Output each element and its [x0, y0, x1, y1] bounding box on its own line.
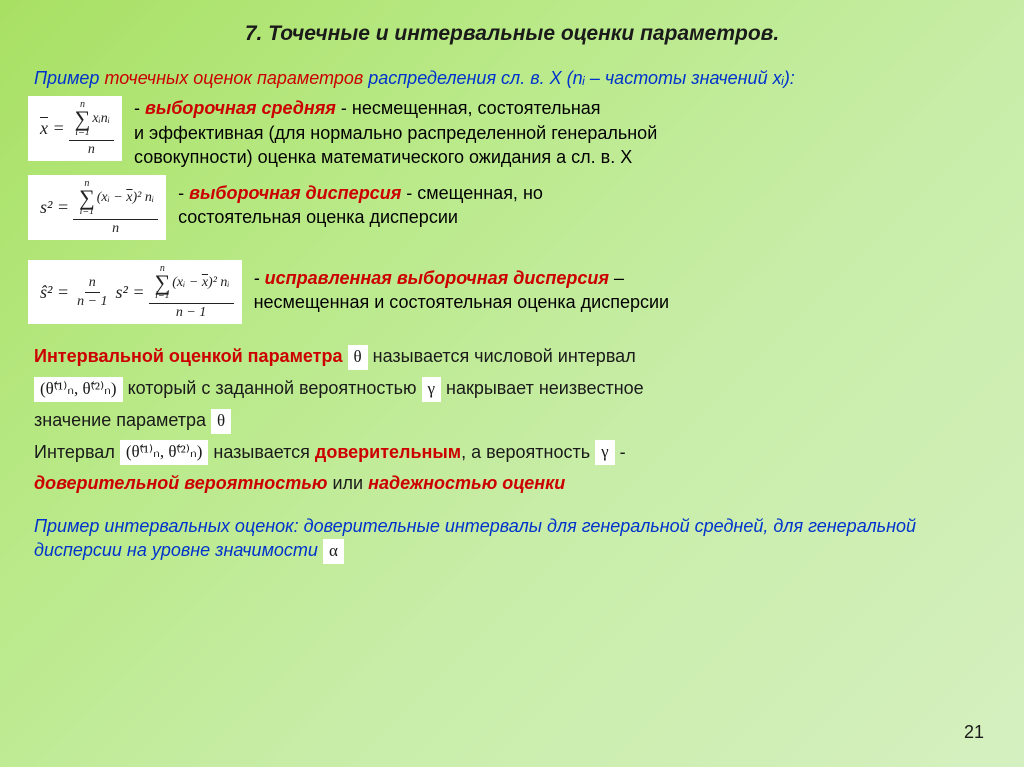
example-text: Пример интервальных оценок: доверительны… [34, 516, 916, 560]
interval-pair-1: (θ̃⁽¹⁾ₙ, θ̃⁽²⁾ₙ) [34, 377, 123, 402]
interval-pre: Интервал [34, 442, 120, 462]
interval-mid4: называется [208, 442, 315, 462]
var-after: - смещенная, но [401, 183, 543, 203]
corr-dash: - [254, 268, 265, 288]
or-word: или [327, 473, 368, 493]
block-corrected: ŝ² = n n − 1 s² = n∑i=1 (xᵢ − x)² nᵢ n −… [34, 260, 990, 325]
slide-title: 7. Точечные и интервальные оценки параме… [34, 22, 990, 46]
interval-p1: Интервальной оценкой параметра θ называе… [34, 344, 990, 370]
alpha-symbol: α [323, 539, 344, 564]
mean-line3: совокупности) оценка математического ожи… [134, 145, 657, 169]
mean-after: - несмещенная, состоятельная [336, 98, 601, 118]
interval-end: накрывает неизвестное [441, 378, 644, 398]
block-variance: s² = n∑i=1 (xᵢ − x)² nᵢ n - выборочная д… [34, 175, 990, 240]
formula-mean: x = n∑i=1 xᵢnᵢ n [28, 96, 122, 161]
block-mean: x = n∑i=1 xᵢnᵢ n - выборочная средняя - … [34, 96, 990, 169]
corr-term: исправленная выборочная дисперсия [265, 268, 609, 288]
corr-line2: несмещенная и состоятельная оценка диспе… [254, 290, 670, 314]
mean-text: - выборочная средняя - несмещенная, сост… [134, 96, 657, 169]
interval-after-theta: называется числовой интервал [373, 346, 636, 366]
page-number: 21 [964, 722, 984, 743]
interval-pair-2: (θ̃⁽¹⁾ₙ, θ̃⁽²⁾ₙ) [120, 440, 209, 465]
var-line2: состоятельная оценка дисперсии [178, 205, 543, 229]
interval-p4: Интервал (θ̃⁽¹⁾ₙ, θ̃⁽²⁾ₙ) называется дов… [34, 440, 990, 466]
interval-mid: который с заданной вероятностью [123, 378, 422, 398]
var-dash: - [178, 183, 189, 203]
reliability: надежностью оценки [368, 473, 565, 493]
var-term: выборочная дисперсия [189, 183, 401, 203]
conf-prob: доверительной вероятностью [34, 473, 327, 493]
theta-symbol-2: θ [211, 409, 231, 434]
interval-post: , а вероятность [461, 442, 595, 462]
intro-paragraph: Пример точечных оценок параметров распре… [34, 66, 990, 90]
mean-dash: - [134, 98, 145, 118]
interval-line3: значение параметра [34, 410, 211, 430]
intro-prefix: Пример [34, 68, 104, 88]
theta-symbol: θ [348, 345, 368, 370]
gamma-symbol-2: γ [595, 440, 615, 465]
corr-after: – [609, 268, 624, 288]
corrected-text: - исправленная выборочная дисперсия – не… [254, 260, 670, 315]
intro-suffix: распределения сл. в. X (nᵢ – частоты зна… [363, 68, 795, 88]
interval-lead: Интервальной оценкой параметра [34, 346, 342, 366]
interval-p5: доверительной вероятностью или надежност… [34, 471, 990, 495]
formula-variance: s² = n∑i=1 (xᵢ − x)² nᵢ n [28, 175, 166, 240]
intro-red: точечных оценок параметров [104, 68, 363, 88]
gamma-symbol-1: γ [422, 377, 442, 402]
mean-line2: и эффективная (для нормально распределен… [134, 121, 657, 145]
example-paragraph: Пример интервальных оценок: доверительны… [34, 514, 990, 564]
interval-p2: (θ̃⁽¹⁾ₙ, θ̃⁽²⁾ₙ) который с заданной веро… [34, 376, 990, 402]
mean-term: выборочная средняя [145, 98, 336, 118]
formula-corrected: ŝ² = n n − 1 s² = n∑i=1 (xᵢ − x)² nᵢ n −… [28, 260, 242, 325]
variance-text: - выборочная дисперсия - смещенная, но с… [178, 175, 543, 230]
conf-word: доверительным [315, 442, 461, 462]
interval-p3: значение параметра θ [34, 408, 990, 434]
